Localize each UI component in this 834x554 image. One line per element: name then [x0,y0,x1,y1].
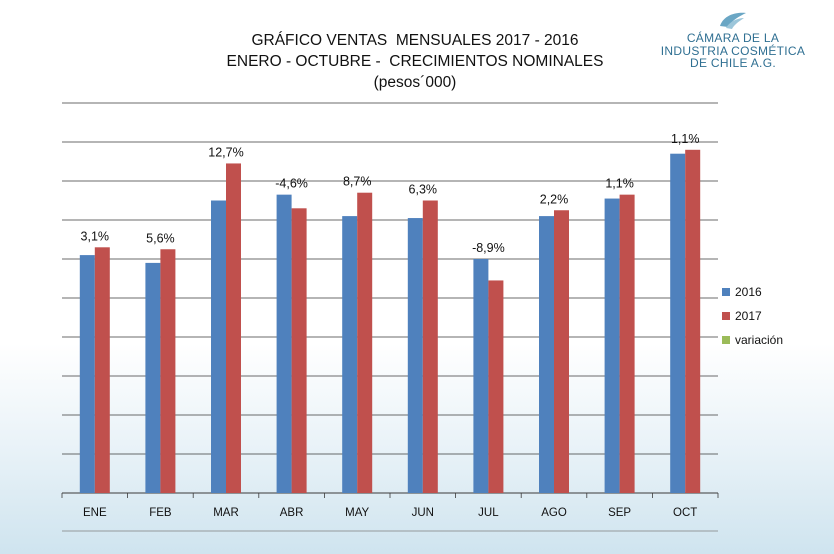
data-label-abr: -4,6% [275,177,308,191]
bar-2017-may [357,192,373,493]
bar-2016-abr [276,194,292,493]
data-label-ago: 2,2% [540,192,569,206]
x-tick-label-sep: SEP [608,507,631,519]
bar-2016-jul [473,259,489,493]
bar-2017-jun [422,200,438,493]
legend-item-2017: 2017 [722,304,783,328]
bar-2017-jul [488,280,504,493]
chart-title: GRÁFICO VENTAS MENSUALES 2017 - 2016 ENE… [160,30,670,93]
logo-line-1: CÁMARA DE LA [686,31,780,45]
x-tick-label-abr: ABR [280,507,304,519]
bar-2016-mar [211,200,226,493]
logo-line-2: INDUSTRIA COSMÉTICA [660,43,806,58]
x-tick-label-jun: JUN [412,507,434,519]
legend-label-2016: 2016 [735,285,762,299]
x-tick-label-jul: JUL [478,507,499,519]
bar-2016-feb [145,262,161,493]
bar-2017-feb [160,249,176,493]
legend-label-2017: 2017 [735,309,762,323]
x-tick-label-ago: AGO [541,507,567,519]
bar-2016-ene [79,255,95,493]
x-tick-label-oct: OCT [673,507,697,519]
data-label-jun: 6,3% [409,183,438,197]
data-label-sep: 1,1% [605,177,634,191]
data-label-feb: 5,6% [146,231,175,245]
data-label-oct: 1,1% [671,132,700,146]
bar-2016-sep [604,198,620,494]
legend-item-2016: 2016 [722,280,783,304]
x-tick-label-feb: FEB [149,507,172,519]
water-drop-logo-icon [720,12,746,29]
bar-2017-sep [619,194,635,493]
bar-2016-oct [670,153,686,493]
data-label-may: 8,7% [343,175,372,189]
bar-2017-abr [291,208,307,494]
x-tick-label-ene: ENE [83,507,107,519]
chamber-logo: CÁMARA DE LA INDUSTRIA COSMÉTICA DE CHIL… [648,10,818,80]
legend-swatch-variacion [722,336,730,344]
data-label-jul: -8,9% [472,241,505,255]
legend-swatch-2017 [722,312,730,320]
bar-2017-ago [554,210,569,493]
bar-2016-ago [539,216,554,493]
logo-line-3: DE CHILE A.G. [690,56,776,70]
chart-title-line-3: (pesos´000) [373,74,457,91]
chart-title-line-2: ENERO - OCTUBRE - CRECIMIENTOS NOMINALES [226,53,604,70]
x-tick-label-mar: MAR [213,507,239,519]
data-label-mar: 12,7% [208,145,243,159]
legend-label-variacion: variación [735,333,784,347]
bar-2017-mar [226,163,241,493]
x-tick-label-may: MAY [345,507,369,519]
chart-title-line-1: GRÁFICO VENTAS MENSUALES 2017 - 2016 [251,32,579,49]
chart-legend: 2016 2017 variación [722,280,783,352]
bar-2017-ene [94,247,110,493]
bar-2016-may [342,216,358,493]
data-label-ene: 3,1% [81,229,110,243]
bar-2017-oct [685,149,701,494]
legend-item-variacion: variación [722,328,783,352]
legend-swatch-2016 [722,288,730,296]
bar-2016-jun [407,218,423,494]
